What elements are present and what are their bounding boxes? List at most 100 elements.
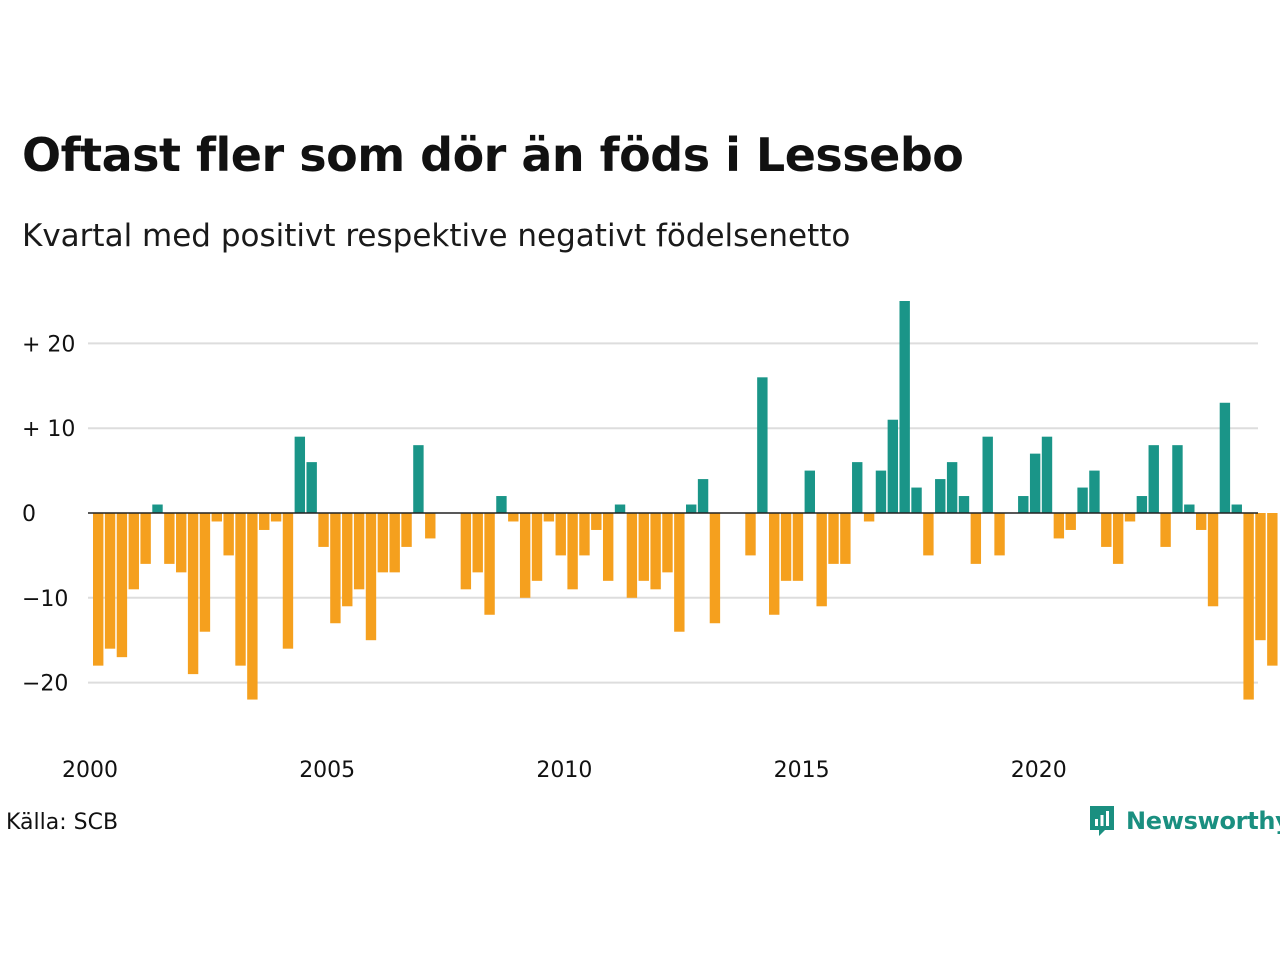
bar <box>745 513 756 556</box>
y-tick-label: + 20 <box>22 332 75 357</box>
y-tick-label: + 10 <box>22 417 75 442</box>
bar <box>1077 487 1088 513</box>
bar <box>863 513 875 522</box>
bar <box>1124 513 1136 522</box>
bar <box>508 513 519 522</box>
bar <box>686 504 697 513</box>
bar <box>531 513 543 581</box>
bar <box>1041 436 1053 513</box>
newsworthy-logo-text: Newsworthy <box>1126 807 1280 835</box>
bar <box>662 513 673 573</box>
bar <box>958 496 970 513</box>
bar <box>946 462 958 513</box>
bar <box>1089 470 1100 513</box>
bar <box>330 513 341 624</box>
bar <box>1255 513 1266 641</box>
bar <box>935 479 946 513</box>
bar <box>911 487 922 513</box>
y-tick-label: −20 <box>22 672 68 697</box>
bar <box>460 513 472 590</box>
bar <box>923 513 934 556</box>
x-tick-label: 2005 <box>299 758 355 783</box>
bar <box>626 513 638 598</box>
bar <box>164 513 175 564</box>
bar <box>887 419 899 513</box>
x-axis-ticks: 2000 2005 2010 2015 2020 <box>62 758 1067 783</box>
bar <box>875 470 887 513</box>
chart-subtitle: Kvartal med positivt respektive negativt… <box>22 218 851 254</box>
bar <box>1053 513 1065 539</box>
bar <box>282 513 294 649</box>
x-tick-label: 2015 <box>774 758 830 783</box>
bar <box>1101 513 1112 547</box>
bar <box>1219 402 1231 513</box>
bar <box>982 436 993 513</box>
bar <box>128 513 139 590</box>
bar <box>591 513 602 530</box>
bar <box>899 301 910 513</box>
bar <box>116 513 128 658</box>
bar <box>152 504 163 513</box>
bar <box>1112 513 1124 564</box>
bar <box>496 496 507 513</box>
bar <box>1172 445 1183 513</box>
bar <box>852 462 863 513</box>
bar <box>579 513 590 556</box>
bar <box>769 513 780 615</box>
x-tick-label: 2010 <box>536 758 592 783</box>
bar <box>247 513 258 700</box>
bar <box>828 513 839 564</box>
newsworthy-logo-icon <box>1090 806 1114 836</box>
bar <box>1136 496 1148 513</box>
bar <box>1231 504 1242 513</box>
bar <box>353 513 365 590</box>
bar <box>1184 504 1195 513</box>
bar <box>840 513 851 564</box>
newsworthy-logo: Newsworthy <box>1088 804 1280 838</box>
bar <box>697 479 709 513</box>
bar <box>199 513 211 632</box>
y-tick-label: 0 <box>22 502 36 527</box>
bar <box>270 513 282 522</box>
bar <box>555 513 566 556</box>
bar <box>413 445 424 513</box>
bar <box>306 462 317 513</box>
bar <box>104 513 116 649</box>
bar <box>425 513 436 539</box>
bar <box>614 504 626 513</box>
bar <box>543 513 555 522</box>
bar <box>816 513 827 607</box>
bar <box>602 513 614 581</box>
x-tick-label: 2020 <box>1011 758 1067 783</box>
bar <box>994 513 1005 556</box>
bar <box>211 513 222 522</box>
bar <box>650 513 661 590</box>
bar <box>484 513 495 615</box>
bar <box>674 513 685 632</box>
x-tick-label: 2000 <box>62 758 118 783</box>
bar <box>377 513 389 573</box>
bar <box>1148 445 1159 513</box>
bar <box>294 436 306 513</box>
bar <box>1243 513 1254 700</box>
bar <box>970 513 982 564</box>
bar <box>780 513 792 581</box>
bar <box>318 513 329 547</box>
bar <box>709 513 721 624</box>
bar-chart: + 20 + 10 0 −10 −20 2000 2005 2010 2015 2020 <box>22 301 1278 783</box>
y-tick-label: −10 <box>22 587 68 612</box>
bar <box>235 513 246 666</box>
bar <box>472 513 483 573</box>
bar <box>140 513 151 564</box>
bar <box>223 513 234 556</box>
source-label: Källa: SCB <box>6 810 119 835</box>
bar <box>1029 453 1041 513</box>
bar <box>519 513 531 598</box>
bar <box>1018 496 1029 513</box>
bar <box>259 513 270 530</box>
bar <box>1267 513 1278 666</box>
bar <box>365 513 377 641</box>
bars <box>93 301 1278 700</box>
chart-title: Oftast fler som dör än föds i Lessebo <box>22 128 964 182</box>
bar <box>176 513 187 573</box>
